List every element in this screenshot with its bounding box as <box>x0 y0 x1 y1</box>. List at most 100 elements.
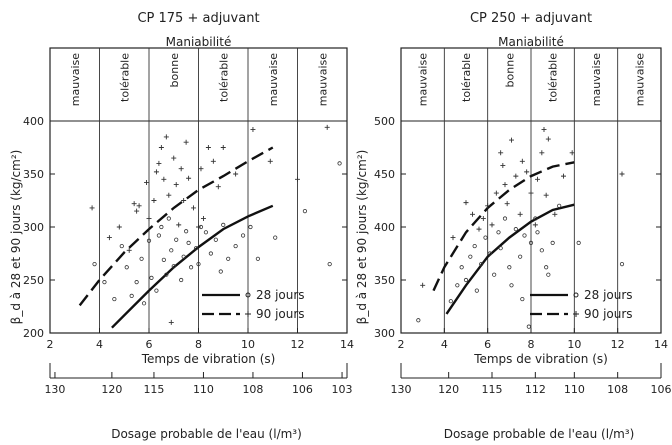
data-point-90-jours <box>116 224 122 230</box>
data-point-90-jours <box>498 150 504 156</box>
data-point-90-jours <box>532 222 538 228</box>
data-point-90-jours <box>200 216 206 222</box>
y-tick-label: 400 <box>23 115 44 128</box>
x-tick-label: 8 <box>528 338 535 351</box>
legend-marker-90-jours <box>245 311 251 317</box>
data-point-28-jours <box>112 296 117 302</box>
data-point-28-jours <box>149 275 154 280</box>
data-point-90-jours <box>476 226 482 232</box>
data-point-28-jours <box>179 277 184 283</box>
fit-curve-28-jours <box>111 204 274 329</box>
data-point-28-jours <box>463 277 469 283</box>
data-point-28-jours <box>174 237 179 242</box>
dosage-tick-label: 120 <box>438 383 459 396</box>
chart-title: CP 250 + adjuvant <box>470 11 592 26</box>
data-point-28-jours <box>203 230 209 235</box>
fit-curve-90-jours <box>78 146 274 307</box>
data-point-28-jours <box>92 261 97 267</box>
data-point-90-jours <box>295 176 300 182</box>
dosage-tick-label: 130 <box>391 383 412 396</box>
data-point-90-jours <box>178 166 184 172</box>
x-tick-label: 10 <box>241 338 255 351</box>
dosage-tick-label: 130 <box>44 383 65 396</box>
workability-zone-label: mauvaise <box>69 53 82 106</box>
data-point-90-jours <box>545 136 551 142</box>
y-axis-label: β_d à 28 et 90 jours (kg/cm²) <box>9 150 23 325</box>
data-point-90-jours <box>198 166 204 172</box>
data-point-90-jours <box>450 235 456 241</box>
data-point-28-jours <box>518 254 523 259</box>
dosage-axis-label: Dosage probable de l'eau (l/m³) <box>444 427 635 441</box>
data-point-90-jours <box>420 282 426 288</box>
workability-zone-label: tolérable <box>547 53 560 102</box>
data-point-28-jours <box>507 265 512 270</box>
data-point-28-jours <box>221 222 226 227</box>
data-point-28-jours <box>539 248 544 253</box>
data-point-28-jours <box>255 256 260 261</box>
data-point-28-jours <box>196 261 201 267</box>
x-axis-label: Temps de vibration (s) <box>473 352 608 366</box>
dosage-tick-label: 115 <box>143 383 164 396</box>
data-point-90-jours <box>519 158 525 164</box>
data-point-28-jours <box>159 224 164 230</box>
chart-subtitle: Maniabilité <box>166 35 232 49</box>
x-axis-label: Temps de vibration (s) <box>141 352 276 366</box>
data-point-90-jours <box>619 171 625 177</box>
data-point-90-jours <box>163 134 169 140</box>
data-point-90-jours <box>181 198 187 203</box>
data-point-28-jours <box>513 227 518 232</box>
data-point-28-jours <box>448 299 453 304</box>
y-tick-label: 350 <box>374 274 395 287</box>
data-point-90-jours <box>191 205 197 211</box>
x-tick-label: 4 <box>96 338 103 351</box>
dosage-tick-label: 120 <box>101 383 122 396</box>
data-point-28-jours <box>129 293 134 298</box>
x-tick-label: 2 <box>47 338 54 351</box>
data-point-28-jours <box>181 254 186 259</box>
data-point-28-jours <box>455 283 460 288</box>
data-point-28-jours <box>146 238 152 243</box>
data-point-28-jours <box>186 240 191 245</box>
x-tick-label: 14 <box>340 338 354 351</box>
data-point-28-jours <box>557 203 562 208</box>
legend-label: 28 jours <box>584 288 633 302</box>
y-tick-label: 250 <box>23 274 44 287</box>
dosage-tick-label: 110 <box>564 383 585 396</box>
legend-label: 90 jours <box>584 307 633 321</box>
data-point-28-jours <box>119 243 124 249</box>
data-point-90-jours <box>220 145 226 150</box>
data-point-28-jours <box>459 265 464 270</box>
data-point-90-jours <box>480 216 486 222</box>
data-point-28-jours <box>533 216 538 221</box>
data-point-90-jours <box>493 190 499 196</box>
fit-curve-28-jours <box>445 203 575 315</box>
dosage-tick-label: 108 <box>242 383 263 396</box>
data-point-28-jours <box>502 216 508 221</box>
data-point-90-jours <box>153 169 159 175</box>
workability-zone-label: bonne <box>168 53 181 88</box>
data-point-90-jours <box>136 203 142 209</box>
chart-panel-2: CP 250 + adjuvant Maniabilité mauvaise tolé… <box>355 11 672 441</box>
data-point-90-jours <box>156 160 162 166</box>
workability-zone-label: mauvaise <box>316 53 329 106</box>
fit-curve-90-jours <box>432 161 575 292</box>
data-point-90-jours <box>509 137 514 143</box>
data-point-90-jours <box>539 150 545 156</box>
data-point-28-jours <box>171 264 176 269</box>
data-point-28-jours <box>619 261 625 267</box>
data-point-28-jours <box>156 233 161 238</box>
data-point-28-jours <box>496 230 501 235</box>
data-point-28-jours <box>472 243 477 249</box>
data-point-90-jours <box>569 150 575 156</box>
data-point-90-jours <box>489 222 495 228</box>
chart-title: CP 175 + adjuvant <box>137 11 259 26</box>
dosage-tick-label: 108 <box>607 383 628 396</box>
legend-label: 90 jours <box>256 307 305 321</box>
data-point-90-jours <box>89 205 95 211</box>
data-point-28-jours <box>327 261 332 267</box>
data-point-28-jours <box>520 296 525 302</box>
data-point-28-jours <box>479 261 484 267</box>
data-point-28-jours <box>102 280 107 285</box>
data-point-28-jours <box>474 288 479 293</box>
data-point-28-jours <box>184 229 189 234</box>
